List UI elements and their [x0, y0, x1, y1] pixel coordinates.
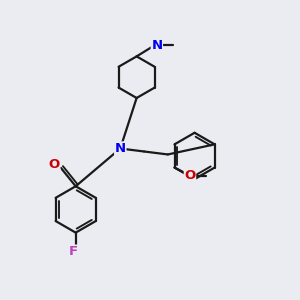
Text: N: N [115, 142, 126, 155]
Text: O: O [49, 158, 60, 171]
Text: F: F [69, 245, 78, 258]
Text: O: O [184, 169, 196, 182]
Text: N: N [151, 39, 162, 52]
